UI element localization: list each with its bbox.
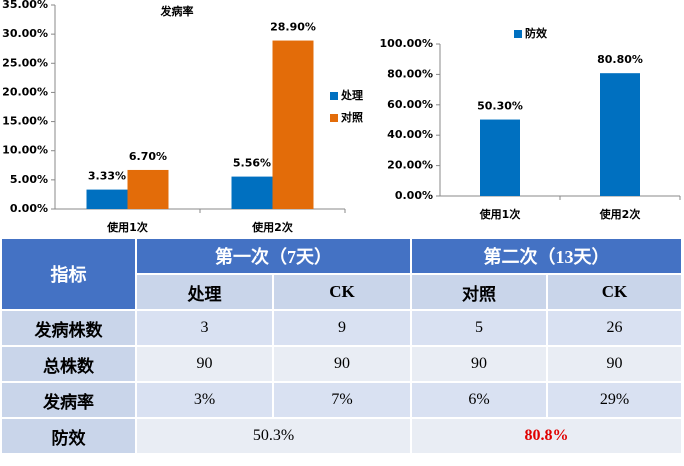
bar (600, 73, 640, 196)
header-cell: 指标 (0, 237, 137, 311)
cell: 3 (135, 309, 274, 347)
subheader-cell: 对照 (410, 273, 548, 311)
bar (480, 119, 520, 196)
cell: 90 (135, 345, 274, 383)
cell: 29% (546, 381, 683, 419)
cell: 90 (546, 345, 683, 383)
y-tick-label: 10.00% (2, 144, 48, 157)
legend-swatch (330, 92, 338, 100)
row-label: 发病率 (0, 381, 137, 419)
y-tick-label: 15.00% (2, 115, 48, 128)
row-label: 防效 (0, 417, 137, 455)
y-tick-label: 20.00% (2, 85, 48, 98)
legend-label: 处理 (340, 88, 363, 102)
header-cell: 第二次（13天） (410, 237, 683, 275)
data-label: 3.33% (88, 170, 126, 183)
y-tick-label: 40.00% (387, 128, 433, 141)
row-label: 发病株数 (0, 309, 137, 347)
y-tick-label: 5.00% (10, 173, 48, 186)
subheader-cell: CK (546, 273, 683, 311)
subheader-cell: CK (272, 273, 412, 311)
cell: 90 (272, 345, 412, 383)
y-tick-label: 60.00% (387, 98, 433, 111)
row-label: 总株数 (0, 345, 137, 383)
bar (86, 189, 128, 209)
y-tick-label: 100.00% (380, 37, 433, 50)
cell: 7% (272, 381, 412, 419)
y-tick-label: 20.00% (387, 159, 433, 172)
y-tick-label: 30.00% (2, 27, 48, 40)
legend-swatch (330, 114, 338, 122)
x-tick-label: 使用1次 (106, 220, 148, 234)
y-tick-label: 80.00% (387, 67, 433, 80)
x-tick-label: 使用2次 (599, 207, 641, 221)
header-cell: 第一次（7天） (135, 237, 412, 275)
data-label: 5.56% (233, 157, 271, 170)
chart-title: 发病率 (160, 4, 194, 18)
x-tick-label: 使用2次 (251, 220, 293, 234)
cell: 90 (410, 345, 548, 383)
bar (127, 169, 169, 209)
cell: 50.3% (135, 417, 412, 455)
data-label: 50.30% (477, 100, 523, 113)
data-label: 28.90% (270, 21, 316, 34)
cell: 3% (135, 381, 274, 419)
x-tick-label: 使用1次 (479, 207, 521, 221)
cell: 6% (410, 381, 548, 419)
data-table: 指标 第一次（7天） 第二次（13天） 处理 CK 对照 CK 发病株数 3 9… (0, 237, 683, 455)
y-tick-label: 25.00% (2, 56, 48, 69)
data-label: 6.70% (129, 150, 167, 163)
cell: 26 (546, 309, 683, 347)
y-tick-label: 0.00% (10, 202, 48, 215)
legend-swatch (514, 30, 522, 38)
y-tick-label: 35.00% (2, 0, 48, 11)
legend-label: 防效 (525, 26, 548, 40)
y-tick-label: 0.00% (395, 189, 433, 202)
data-label: 80.80% (597, 53, 643, 66)
bar (272, 40, 314, 209)
cell: 5 (410, 309, 548, 347)
legend-label: 对照 (341, 110, 363, 124)
cell: 80.8% (410, 417, 683, 455)
cell: 9 (272, 309, 412, 347)
bar (231, 176, 273, 209)
subheader-cell: 处理 (135, 273, 274, 311)
charts: 发病率 0.00% 5.00% 10.00% 15.00% 20.00% 25.00% 30.… (2, 0, 681, 234)
